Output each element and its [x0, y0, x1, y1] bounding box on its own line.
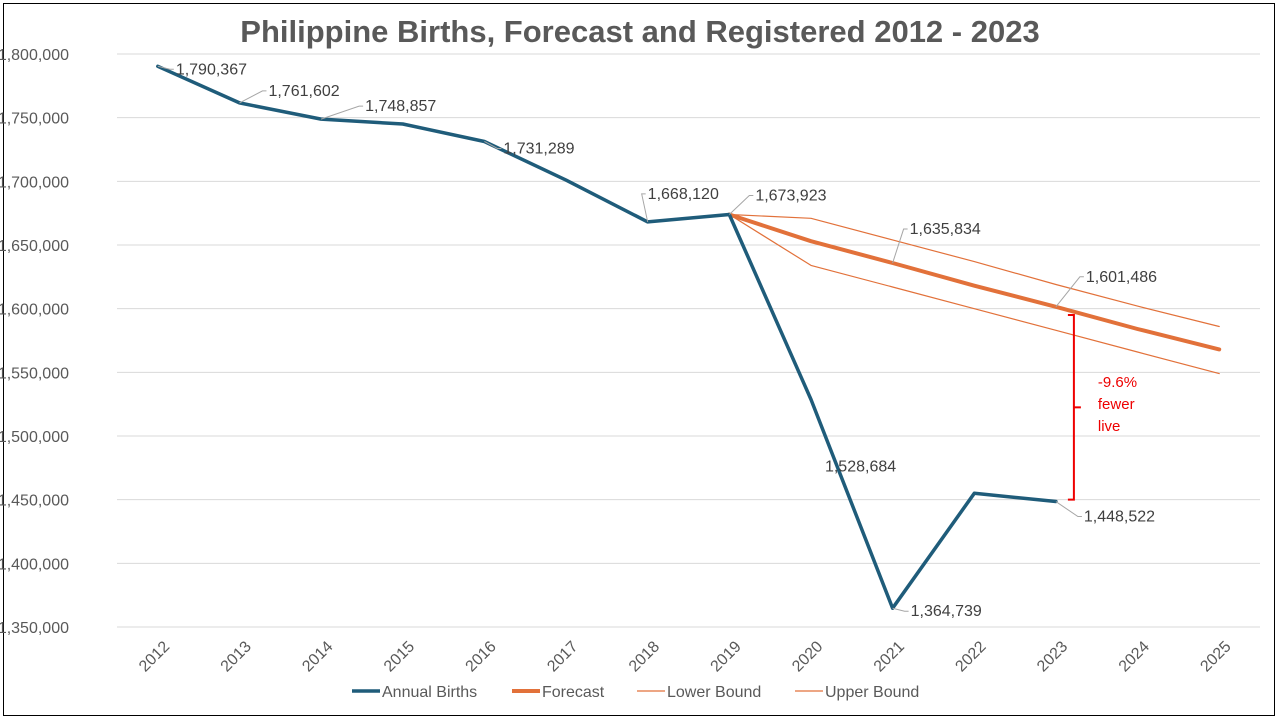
x-tick-label: 2013 [218, 638, 255, 675]
y-tick-label: 1,500,000 [0, 429, 69, 446]
y-tick-label: 1,650,000 [0, 238, 69, 255]
y-tick-label: 1,350,000 [0, 620, 69, 637]
x-tick-label: 2017 [544, 638, 581, 675]
gap-annotation-text: -9.6% [1098, 374, 1137, 391]
data-label: 1,364,739 [911, 603, 982, 620]
chart-title: Philippine Births, Forecast and Register… [240, 14, 1040, 49]
series-line-lower-bound [728, 213, 1220, 375]
legend-label-annual-births: Annual Births [382, 684, 477, 701]
data-label-leader [320, 105, 364, 120]
gap-annotation-text: fewer [1098, 396, 1135, 413]
data-label-leader [1055, 276, 1084, 308]
data-label-leader [641, 193, 649, 223]
y-tick-label: 1,750,000 [0, 111, 69, 128]
series-line-forecast [727, 212, 1222, 352]
x-tick-label: 2020 [789, 638, 826, 675]
y-tick-label: 1,700,000 [0, 174, 69, 191]
data-label: 1,635,834 [910, 221, 981, 238]
data-label: 1,448,522 [1084, 509, 1155, 526]
x-tick-label: 2024 [1116, 638, 1153, 675]
x-tick-label: 2025 [1197, 638, 1234, 675]
data-label: 1,731,289 [503, 140, 574, 157]
x-tick-label: 2023 [1034, 638, 1071, 675]
chart-frame [3, 3, 1275, 716]
gap-bracket [1067, 314, 1075, 501]
legend-label-forecast: Forecast [542, 684, 605, 701]
data-label: 1,748,857 [365, 98, 436, 115]
series-line-upper-bound [728, 213, 1220, 328]
data-label: 1,601,486 [1086, 269, 1157, 286]
y-tick-label: 1,600,000 [0, 302, 69, 319]
legend-label-upper-bound: Upper Bound [825, 684, 919, 701]
data-label: 1,528,684 [825, 458, 896, 475]
x-tick-label: 2014 [299, 638, 336, 675]
y-tick-label: 1,550,000 [0, 365, 69, 382]
x-tick-label: 2019 [708, 638, 745, 675]
x-tick-label: 2022 [952, 638, 989, 675]
x-tick-label: 2018 [626, 638, 663, 675]
data-label-leader [892, 228, 908, 264]
data-label-leader [728, 195, 754, 215]
data-label-leader [157, 65, 174, 70]
x-tick-label: 2016 [463, 638, 500, 675]
x-tick-label: 2015 [381, 638, 418, 675]
gap-annotation-text: live [1098, 418, 1121, 435]
data-label-leader [484, 141, 502, 149]
x-tick-label: 2021 [871, 638, 908, 675]
data-label-leader [239, 90, 267, 104]
y-tick-label: 1,400,000 [0, 556, 69, 573]
data-label: 1,668,120 [648, 186, 719, 203]
series-line-annual-births [156, 64, 1058, 610]
data-label: 1,761,602 [268, 83, 339, 100]
data-label: 1,790,367 [176, 61, 247, 78]
x-tick-label: 2012 [136, 638, 173, 675]
y-tick-label: 1,450,000 [0, 493, 69, 510]
data-label-leader [1055, 501, 1082, 518]
data-label: 1,673,923 [755, 188, 826, 205]
legend-label-lower-bound: Lower Bound [667, 684, 761, 701]
y-tick-label: 1,800,000 [0, 47, 69, 64]
data-label-leader [892, 607, 909, 612]
